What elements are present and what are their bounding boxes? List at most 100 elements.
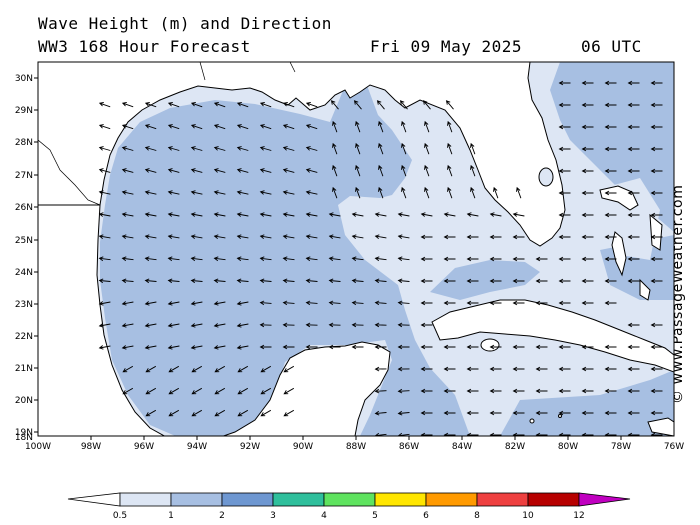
wave-arrow-241 [213, 323, 226, 328]
wave-arrow-10 [213, 102, 226, 108]
wave-arrow-167 [190, 256, 203, 262]
legend-swatch-2 [221, 492, 274, 507]
wave-arrow-32 [236, 124, 249, 130]
wave-arrow-158 [558, 234, 571, 240]
wave-arrow-194 [236, 278, 249, 284]
lat-label-21n: 21N [15, 364, 33, 374]
lon-label-100w: 100W [25, 442, 51, 452]
wave-arrow-211 [627, 278, 640, 284]
wave-arrow-98 [259, 190, 272, 195]
lake-okeechobee [538, 167, 554, 187]
wave-arrow-201 [397, 278, 410, 284]
wave-arrow-282 [214, 365, 226, 373]
wave-arrow-181 [512, 256, 525, 262]
wave-arrow-281 [191, 365, 203, 373]
wave-arrow-200 [374, 278, 387, 284]
wave-arrow-79 [332, 164, 338, 177]
wave-arrow-250 [420, 322, 433, 328]
wave-arrow-262 [305, 344, 318, 350]
wave-arrow-121 [236, 212, 249, 217]
wave-arrow-324 [237, 409, 249, 417]
wave-arrow-72 [167, 168, 180, 173]
land-cayman [529, 418, 535, 424]
wave-arrow-236 [98, 323, 111, 328]
wave-arrow-230 [489, 300, 502, 306]
wave-arrow-52 [213, 146, 226, 151]
wave-arrow-107 [470, 186, 476, 199]
wave-arrow-88 [604, 168, 617, 174]
wave-arrow-48 [121, 146, 134, 151]
wave-arrow-296 [604, 366, 617, 372]
wave-arrow-5 [98, 102, 111, 108]
legend-swatch-1 [170, 492, 223, 507]
forecast-subtitle: WW3 168 Hour Forecast [38, 37, 251, 56]
legend-label-5: 5 [372, 511, 378, 521]
wave-arrow-40 [424, 120, 430, 133]
wave-arrow-65 [581, 146, 594, 152]
wave-arrow-149 [328, 234, 341, 239]
wave-arrow-311 [466, 388, 479, 394]
wave-arrow-309 [420, 388, 433, 394]
map-title: Wave Height (m) and Direction [38, 14, 332, 33]
wave-arrow-208 [558, 278, 571, 284]
wave-arrow-86 [558, 168, 571, 174]
wave-arrow-286 [374, 366, 387, 372]
wave-arrow-347 [535, 432, 548, 436]
wave-arrow-145 [236, 234, 249, 239]
wave-arrow-229 [466, 300, 479, 306]
wave-arrow-16 [353, 100, 362, 110]
wave-arrow-93 [144, 190, 157, 195]
wave-arrow-205 [489, 278, 502, 284]
wave-arrow-119 [190, 212, 203, 217]
lat-label-25n: 25N [15, 236, 33, 246]
wave-arrow-154 [443, 234, 456, 240]
wave-arrow-136 [604, 212, 617, 218]
wave-arrow-307 [374, 388, 387, 394]
wave-arrow-348 [558, 432, 571, 436]
wave-arrow-67 [627, 146, 640, 152]
land-jamaica [647, 417, 674, 436]
wave-arrow-192 [190, 278, 203, 284]
wave-arrow-306 [283, 387, 295, 395]
caribbean-medium-band [500, 370, 674, 436]
wave-arrow-50 [167, 146, 180, 151]
wave-arrow-260 [259, 344, 272, 350]
wave-arrow-116 [121, 212, 134, 217]
wave-arrow-190 [144, 278, 157, 284]
land-bahamas-4 [639, 278, 651, 301]
wave-arrow-85 [470, 164, 476, 177]
land-bahamas-1 [599, 185, 639, 211]
wave-arrow-224 [351, 300, 364, 306]
border-lines [38, 62, 296, 206]
wave-arrow-334 [535, 410, 548, 416]
wave-arrow-22 [581, 102, 594, 108]
lon-label-82w: 82W [505, 442, 525, 452]
wave-arrow-133 [512, 212, 525, 217]
wave-arrow-222 [305, 300, 318, 306]
wave-arrow-114 [650, 190, 663, 196]
wave-arrow-259 [236, 345, 249, 350]
wave-arrow-141 [144, 234, 157, 239]
wave-arrow-283 [237, 365, 249, 373]
wave-arrow-317 [604, 388, 617, 394]
wave-arrow-23 [604, 102, 617, 108]
wave-arrow-221 [282, 300, 295, 306]
wave-arrow-203 [443, 278, 456, 284]
lat-label-29n: 29N [15, 106, 33, 116]
lon-label-94w: 94W [187, 442, 207, 452]
wave-arrow-209 [581, 278, 594, 284]
wave-arrow-323 [214, 409, 226, 417]
wave-arrow-41 [447, 120, 453, 133]
wave-arrow-206 [512, 278, 525, 284]
wave-arrow-144 [213, 234, 226, 239]
wave-arrow-198 [328, 278, 341, 284]
wave-arrow-152 [397, 234, 410, 239]
wave-arrow-188 [98, 278, 111, 284]
wave-arrow-333 [512, 410, 525, 416]
wave-arrow-240 [190, 323, 203, 328]
land-bahamas-3 [649, 213, 663, 251]
legend-swatch-0 [119, 492, 172, 507]
wave-arrow-56 [305, 146, 318, 151]
wave-arrow-331 [466, 410, 479, 416]
wave-arrow-7 [144, 102, 157, 108]
